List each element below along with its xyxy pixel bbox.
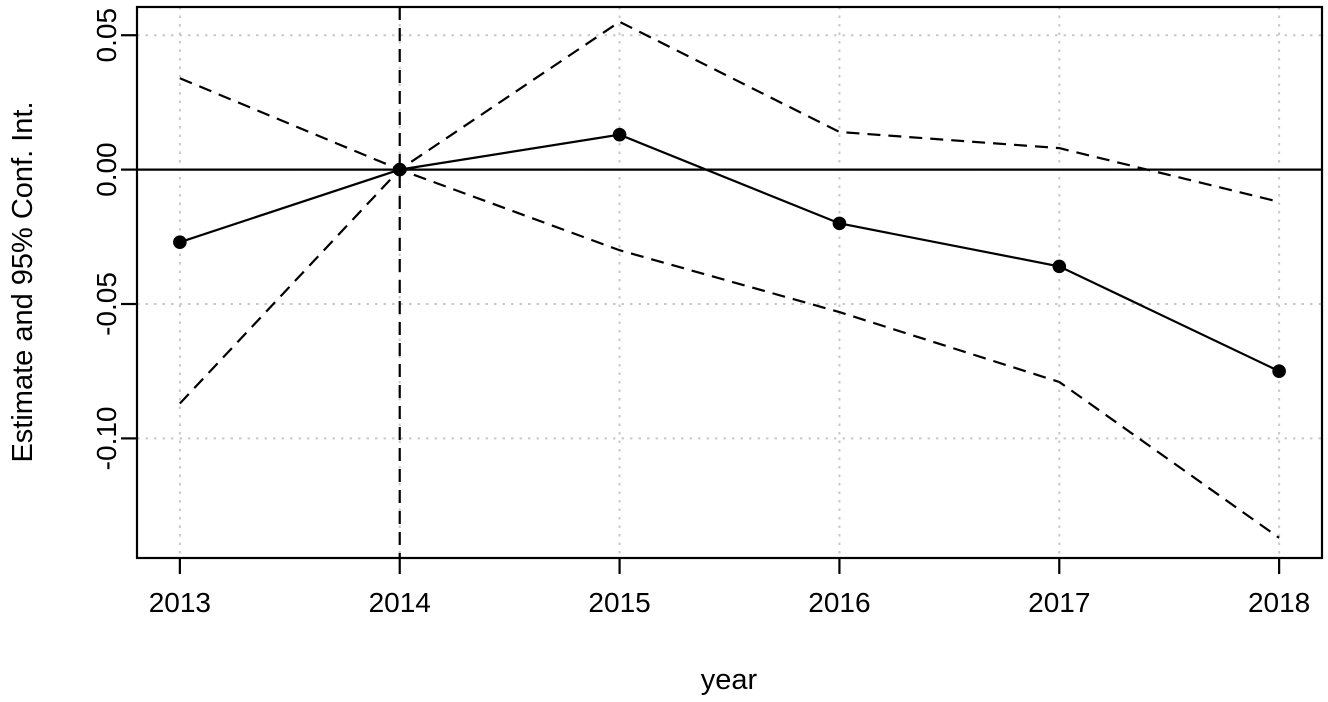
x-tick-label: 2016 [808,587,870,618]
plot-box [135,5,1324,560]
estimate-point [173,235,187,249]
y-tick-label: 0.05 [91,8,122,63]
y-tick-label: 0.00 [91,142,122,197]
x-tick-label: 2014 [369,587,431,618]
x-axis-title: year [701,664,758,696]
series-layer [173,20,1286,539]
reference-line-layer [137,7,1322,558]
y-tick-label: -0.10 [91,406,122,470]
x-tick-label: 2015 [588,587,650,618]
ci-upper-line [179,20,1280,203]
x-tick-label: 2018 [1248,587,1310,618]
estimate-point [832,216,847,231]
y-axis-title: Estimate and 95% Conf. Int. [7,101,39,462]
axis-layer: 2013 2014 2015 2016 2017 2018 0.05 0.00 -0.05 -0.… [91,5,1324,618]
x-tick-label: 2017 [1028,587,1090,618]
estimate-point [612,127,627,142]
estimate-point [1272,364,1286,378]
estimate-point [1052,259,1067,274]
ci-lower-line [179,168,1280,539]
estimate-line [179,133,1280,373]
grid-layer [137,7,1322,558]
y-tick-label: -0.05 [91,272,122,336]
x-tick-label: 2013 [149,587,211,618]
